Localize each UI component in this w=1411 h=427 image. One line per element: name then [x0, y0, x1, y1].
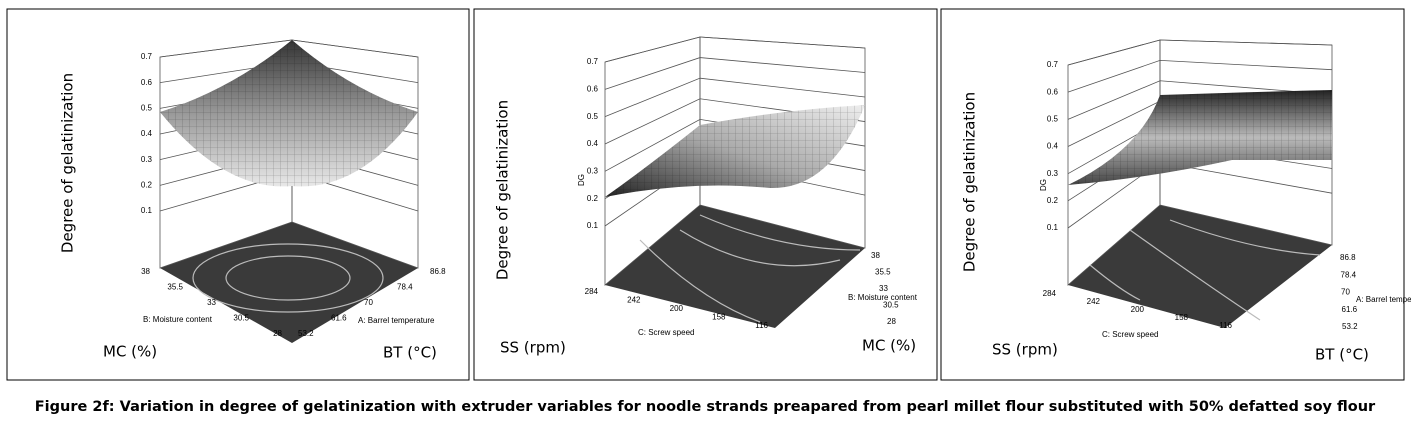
grid-line — [1067, 39, 1333, 66]
axis-tick-label: 284 — [585, 287, 599, 296]
grid-line — [604, 36, 866, 63]
axis-tick-label: 158 — [712, 313, 726, 322]
axis-tick-label: 30.5 — [883, 301, 899, 310]
axis-tick-label: 200 — [1131, 305, 1145, 314]
axis-name: A: Barrel temperature — [358, 316, 435, 325]
floor — [1068, 205, 1332, 328]
z-tick-label: 0.2 — [587, 194, 599, 203]
z-tick-label: 0.7 — [587, 57, 599, 66]
axis-tick-label: 116 — [1219, 321, 1232, 330]
grid-line — [604, 57, 866, 90]
floor — [605, 205, 865, 328]
z-tick-label: 0.1 — [1047, 223, 1059, 232]
z-tick-label: 0.5 — [1047, 114, 1059, 123]
axis-tick-label: 28 — [273, 329, 282, 338]
axis-tick-label: 242 — [627, 296, 641, 305]
axis-tick-label: 78.4 — [1341, 270, 1357, 279]
z-tick-label: 0.6 — [587, 84, 599, 93]
z-axis-label: Degree of gelatinization — [961, 92, 979, 272]
z-tick-label: 0.5 — [141, 103, 153, 112]
surface — [160, 40, 1332, 197]
z-tick-label: 0.1 — [587, 221, 599, 230]
axis-tick-label: 61.6 — [331, 314, 347, 323]
z-tick-label: 0.7 — [1047, 60, 1059, 69]
axis-tick-label: 200 — [670, 304, 684, 313]
axis-tick-label: 61.6 — [1342, 305, 1358, 314]
axis-name: A: Barrel temperature — [1356, 295, 1411, 304]
axis-tick-label: 53.2 — [298, 329, 314, 338]
axis-tick-label: 78.4 — [397, 283, 413, 292]
z-tick-label: 0.6 — [141, 78, 153, 87]
z-tick-label: 0.6 — [1047, 87, 1059, 96]
axis-label: SS (rpm) — [500, 339, 566, 357]
axis-tick-label: 35.5 — [167, 283, 183, 292]
axis-label: SS (rpm) — [992, 341, 1058, 359]
axis-tick-label: 70 — [1341, 288, 1350, 297]
axis-tick-label: 38 — [141, 267, 150, 276]
axis-label: MC (%) — [103, 343, 157, 361]
axis-label: MC (%) — [862, 337, 916, 355]
axis-tick-label: 35.5 — [875, 268, 891, 277]
caption: Figure 2f: Variation in degree of gelati… — [35, 399, 1376, 415]
z-tick-label: 0.7 — [141, 52, 153, 61]
axis-name: C: Screw speed — [638, 328, 694, 337]
grid-line — [604, 77, 866, 118]
axis-tick-label: 33 — [207, 298, 216, 307]
axis-tick-label: 86.8 — [430, 267, 446, 276]
axis-name: C: Screw speed — [1102, 330, 1158, 339]
panel-frame — [6, 8, 470, 381]
z-axis-label: Degree of gelatinization — [494, 100, 512, 280]
axis-tick-label: 242 — [1087, 297, 1101, 306]
z-tick-label: 0.5 — [587, 112, 599, 121]
axis-tick-label: 284 — [1043, 289, 1057, 298]
z-tick-label: 0.4 — [141, 129, 153, 138]
axis-tick-label: 86.8 — [1340, 253, 1356, 262]
panel-frame — [940, 8, 1405, 381]
axis-label: BT (°C) — [383, 344, 437, 362]
axis-tick-label: 53.2 — [1342, 322, 1358, 331]
axis-name: B: Moisture content — [143, 315, 213, 324]
z-axis-label: Degree of gelatinization — [59, 73, 77, 253]
axis-tick-label: 158 — [1175, 313, 1189, 322]
axis-tick-label: 38 — [871, 251, 880, 260]
axis-tick-label: 28 — [887, 317, 896, 326]
z-tick-label: 0.3 — [141, 155, 153, 164]
axis-name: B: Moisture content — [848, 293, 918, 302]
z-tick-label: 0.1 — [141, 206, 153, 215]
z-tick-label: 0.2 — [141, 180, 153, 189]
panel-frame — [473, 8, 938, 381]
z-tick-label: 0.3 — [587, 166, 599, 175]
z-tick-label: 0.4 — [1047, 142, 1059, 151]
axis-tick-label: 70 — [364, 298, 373, 307]
grid-line — [1067, 59, 1333, 93]
grid-line — [1067, 80, 1333, 120]
z-axis-name: DG — [1039, 179, 1048, 191]
z-tick-label: 0.4 — [587, 139, 599, 148]
axis-tick-label: 116 — [755, 321, 768, 330]
axis-label: BT (°C) — [1315, 346, 1369, 364]
z-axis-name: DG — [577, 174, 586, 186]
z-tick-label: 0.2 — [1047, 196, 1059, 205]
axis-tick-label: 33 — [879, 284, 888, 293]
axis-tick-label: 30.5 — [233, 314, 249, 323]
contours — [192, 214, 1321, 323]
z-tick-label: 0.3 — [1047, 169, 1059, 178]
